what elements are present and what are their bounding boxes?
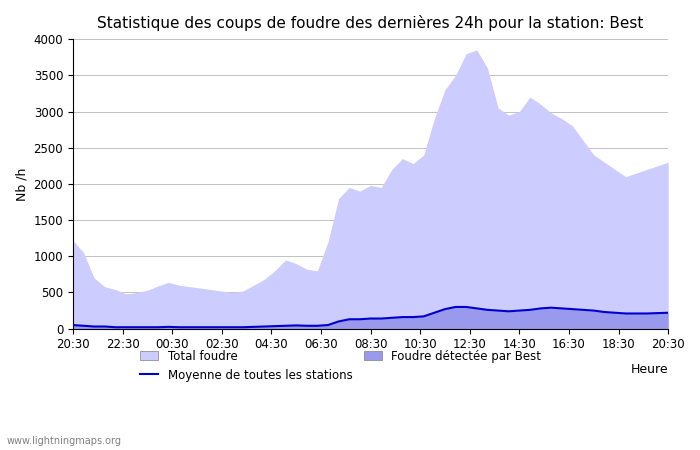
Text: Heure: Heure	[631, 364, 668, 376]
Title: Statistique des coups de foudre des dernières 24h pour la station: Best: Statistique des coups de foudre des dern…	[97, 15, 644, 31]
Text: www.lightningmaps.org: www.lightningmaps.org	[7, 436, 122, 446]
Legend: Total foudre, Moyenne de toutes les stations, Foudre détectée par Best: Total foudre, Moyenne de toutes les stat…	[136, 345, 546, 387]
Y-axis label: Nb /h: Nb /h	[15, 167, 28, 201]
